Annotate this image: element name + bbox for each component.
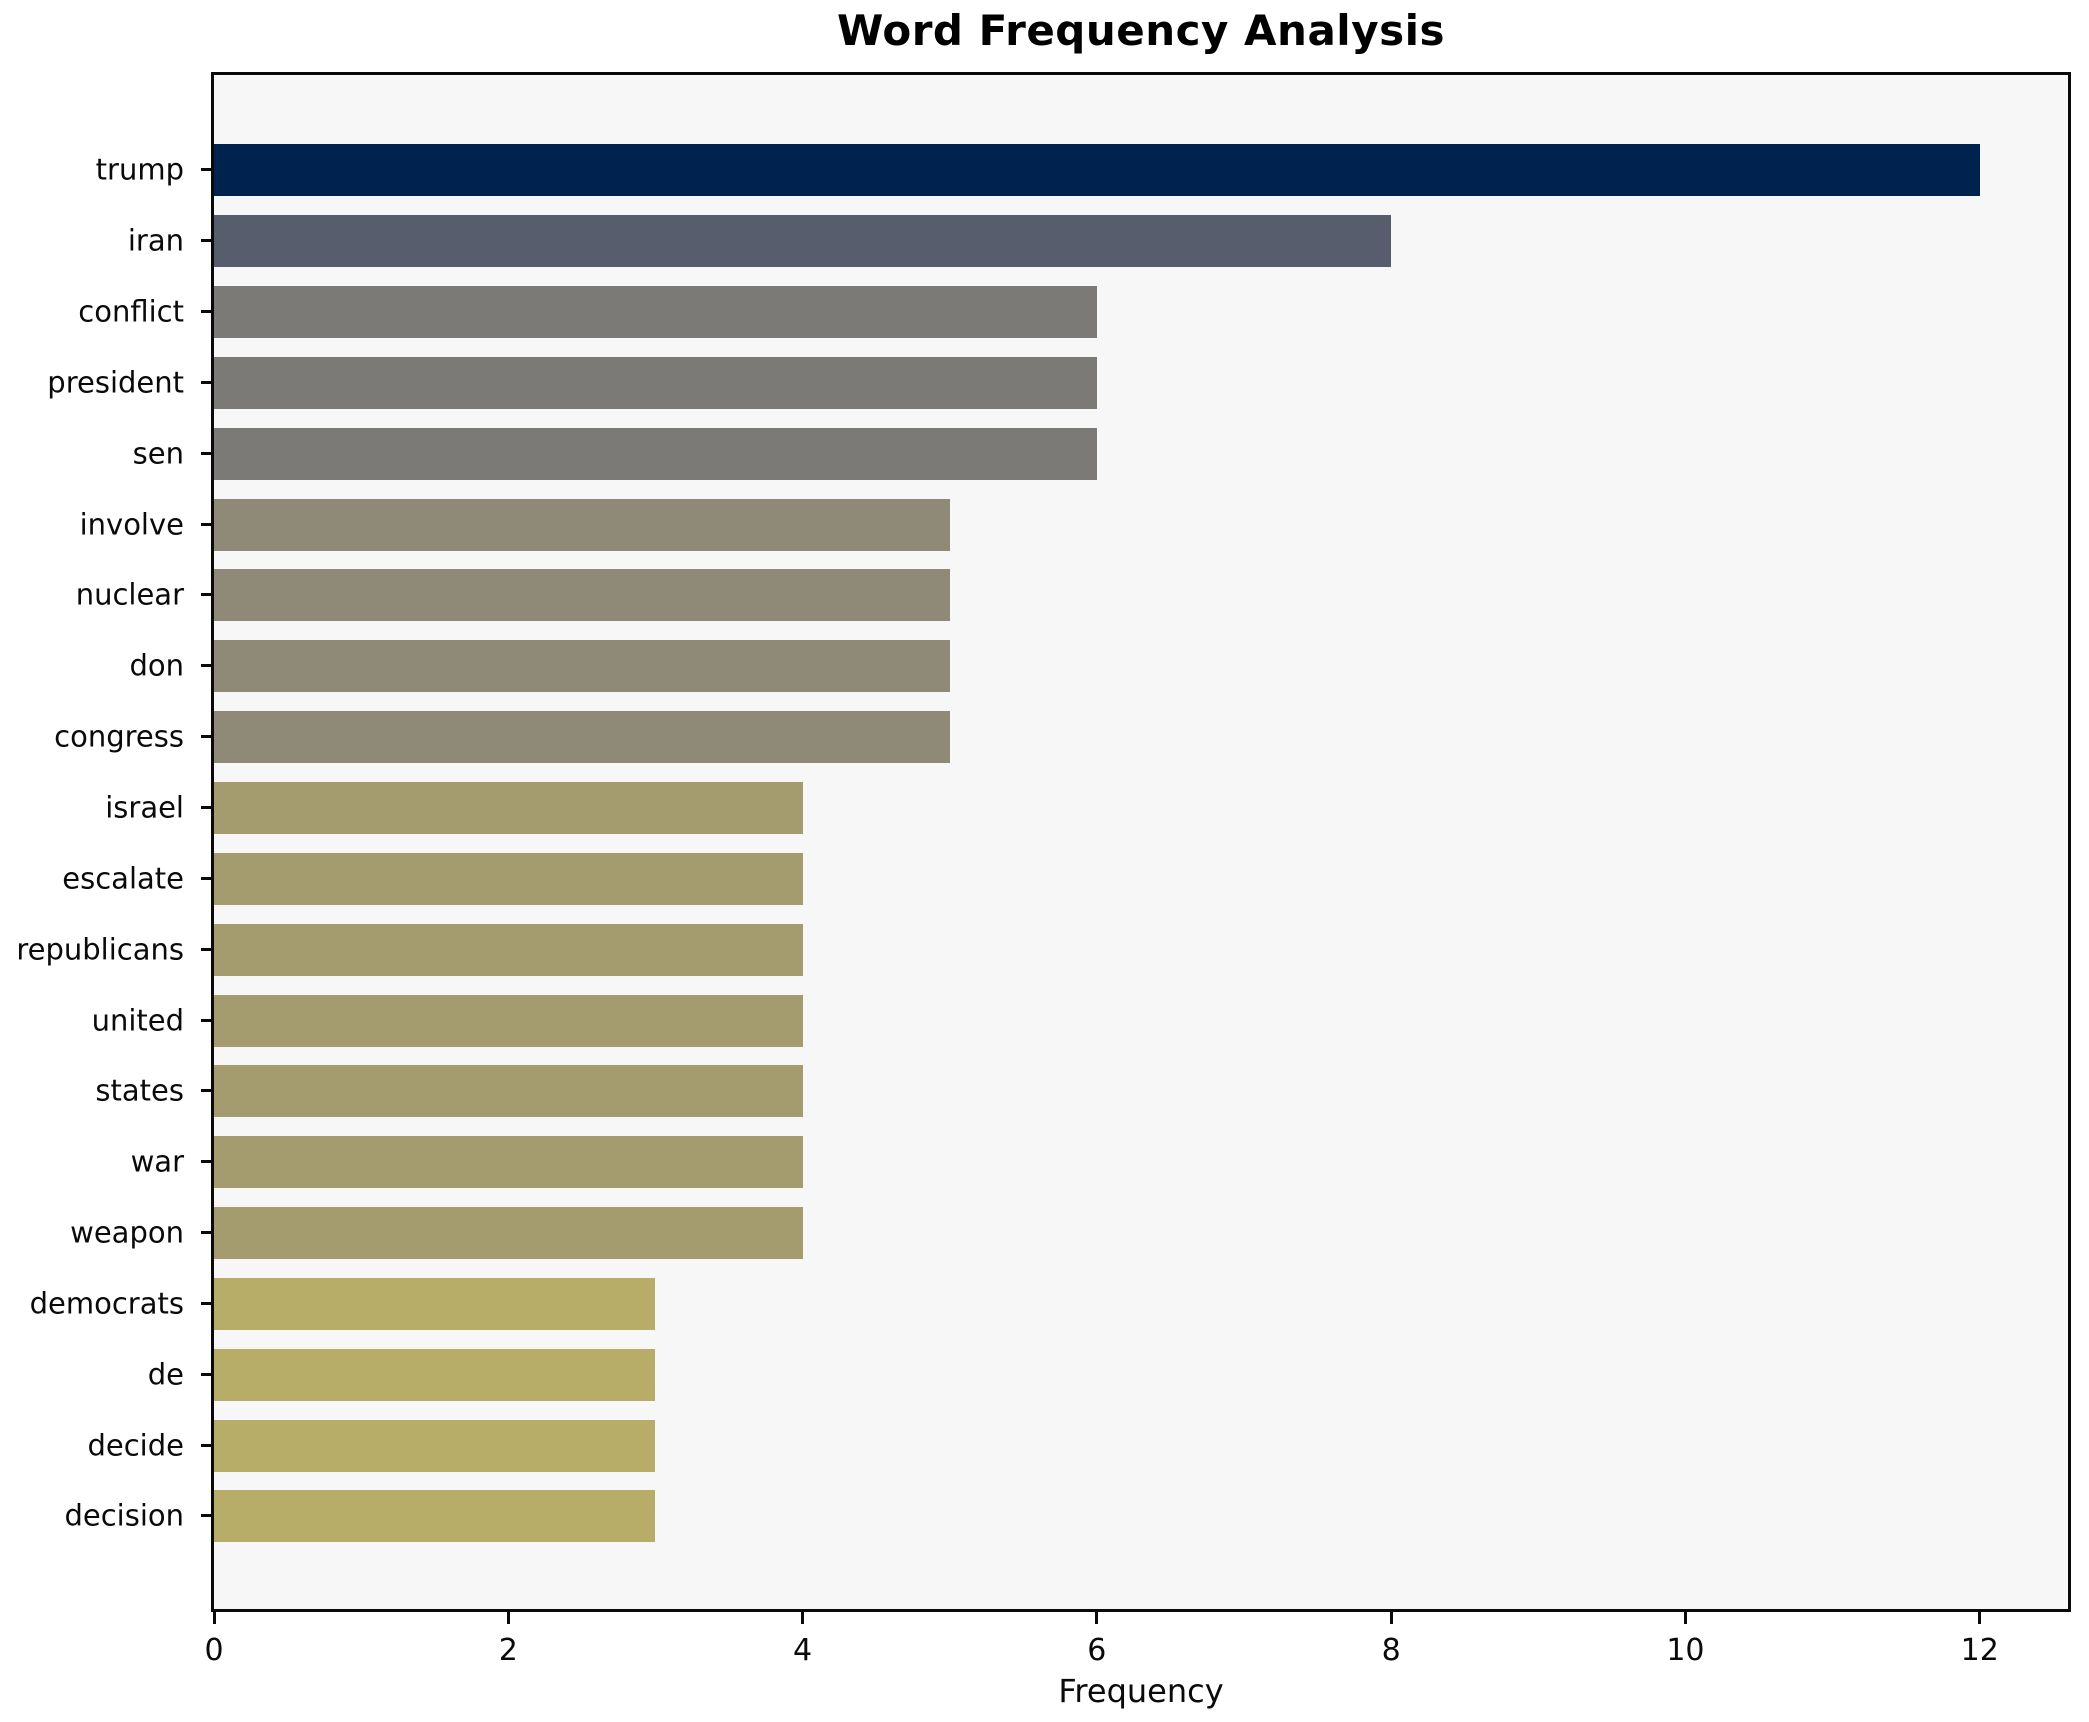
bar-president — [214, 356, 1097, 409]
bar-row-united: united — [92, 985, 2068, 1056]
x-tick-mark-2 — [506, 1612, 510, 1624]
y-tick-label-sen: sen — [132, 436, 184, 471]
y-tick-mark — [201, 1372, 211, 1376]
bar-republicans — [214, 923, 803, 976]
y-tick-label-president: president — [47, 365, 184, 400]
bar-row-conflict: conflict — [78, 277, 2068, 348]
y-tick-mark — [201, 1089, 211, 1093]
bar-row-congress: congress — [54, 702, 2068, 773]
y-tick-label-don: don — [129, 648, 184, 683]
y-tick-label-israel: israel — [105, 790, 184, 825]
bar-row-war: war — [131, 1127, 2068, 1198]
bar-weapon — [214, 1207, 803, 1260]
y-tick-mark — [201, 522, 211, 526]
x-tick-mark-4 — [801, 1612, 805, 1624]
bar-row-decide: decide — [87, 1410, 2068, 1481]
x-tick-mark-12 — [1978, 1612, 1982, 1624]
y-tick-mark — [201, 735, 211, 739]
y-tick-label-war: war — [130, 1144, 184, 1179]
bar-conflict — [214, 286, 1097, 339]
y-tick-label-conflict: conflict — [78, 294, 184, 329]
x-tick-label-0: 0 — [204, 1633, 224, 1668]
y-tick-mark — [201, 664, 211, 668]
y-tick-label-congress: congress — [54, 719, 184, 754]
bar-states — [214, 1065, 803, 1118]
bar-decision — [214, 1490, 656, 1543]
y-tick-mark — [201, 168, 211, 172]
bar-row-nuclear: nuclear — [76, 560, 2068, 631]
y-tick-mark — [201, 1018, 211, 1022]
y-tick-mark — [201, 380, 211, 384]
bar-row-de: de — [148, 1339, 2068, 1410]
bar-de — [214, 1348, 656, 1401]
bar-trump — [214, 144, 1980, 197]
bar-don — [214, 640, 950, 693]
bar-row-involve: involve — [80, 489, 2068, 560]
bar-iran — [214, 215, 1392, 268]
bar-row-israel: israel — [105, 773, 2068, 844]
y-tick-label-states: states — [95, 1073, 184, 1108]
bar-decide — [214, 1419, 656, 1472]
bar-escalate — [214, 852, 803, 905]
chart-title: Word Frequency Analysis — [837, 6, 1445, 55]
x-tick-label-2: 2 — [498, 1633, 518, 1668]
bar-israel — [214, 782, 803, 835]
y-tick-mark — [201, 876, 211, 880]
y-tick-label-de: de — [147, 1357, 184, 1392]
y-tick-label-nuclear: nuclear — [75, 577, 184, 612]
y-tick-mark — [201, 1443, 211, 1447]
x-axis-label: Frequency — [1058, 1672, 1224, 1710]
x-tick-label-4: 4 — [793, 1633, 813, 1668]
bar-democrats — [214, 1277, 656, 1330]
y-tick-label-democrats: democrats — [29, 1286, 184, 1321]
y-tick-mark — [201, 806, 211, 810]
y-tick-mark — [201, 239, 211, 243]
bar-row-weapon: weapon — [70, 1198, 2068, 1269]
x-tick-mark-8 — [1389, 1612, 1393, 1624]
x-tick-mark-10 — [1683, 1612, 1687, 1624]
bar-row-sen: sen — [133, 418, 2068, 489]
bar-row-don: don — [129, 631, 2068, 702]
plot-area: trump iran conflict president sen involve nucl… — [16, 72, 2071, 1666]
y-tick-label-decision: decision — [64, 1498, 184, 1533]
bar-row-iran: iran — [128, 206, 2068, 277]
y-tick-mark — [201, 1301, 211, 1305]
y-tick-mark — [201, 1231, 211, 1235]
bar-row-democrats: democrats — [30, 1269, 2068, 1340]
y-tick-label-involve: involve — [79, 507, 184, 542]
y-tick-label-republicans: republicans — [16, 932, 184, 967]
y-tick-mark — [201, 1514, 211, 1518]
y-tick-mark — [201, 947, 211, 951]
y-tick-mark — [201, 1160, 211, 1164]
bar-row-escalate: escalate — [62, 843, 2068, 914]
bar-united — [214, 994, 803, 1047]
bar-congress — [214, 711, 950, 764]
bar-row-president: president — [47, 348, 2068, 419]
y-tick-label-iran: iran — [127, 223, 184, 258]
bar-sen — [214, 427, 1097, 480]
bar-war — [214, 1136, 803, 1189]
y-tick-mark — [201, 593, 211, 597]
y-tick-label-decide: decide — [87, 1428, 184, 1463]
y-tick-mark — [201, 451, 211, 455]
bars-area: trump iran conflict president sen involve nucl… — [16, 135, 2068, 1552]
y-tick-label-trump: trump — [95, 152, 184, 187]
x-tick-label-8: 8 — [1381, 1633, 1401, 1668]
x-tick-mark-6 — [1095, 1612, 1099, 1624]
bar-nuclear — [214, 569, 950, 622]
y-tick-label-weapon: weapon — [70, 1215, 184, 1250]
bar-row-trump: trump — [96, 135, 2068, 206]
y-tick-label-escalate: escalate — [62, 861, 184, 896]
bar-row-decision: decision — [64, 1481, 2068, 1552]
x-tick-label-10: 10 — [1666, 1633, 1705, 1668]
x-tick-mark-0 — [212, 1612, 216, 1624]
bar-row-states: states — [95, 1056, 2068, 1127]
bar-involve — [214, 498, 950, 551]
bar-row-republicans: republicans — [16, 914, 2068, 985]
y-tick-mark — [201, 310, 211, 314]
x-tick-label-6: 6 — [1087, 1633, 1107, 1668]
y-tick-label-united: united — [91, 1003, 184, 1038]
x-tick-label-12: 12 — [1960, 1633, 1999, 1668]
